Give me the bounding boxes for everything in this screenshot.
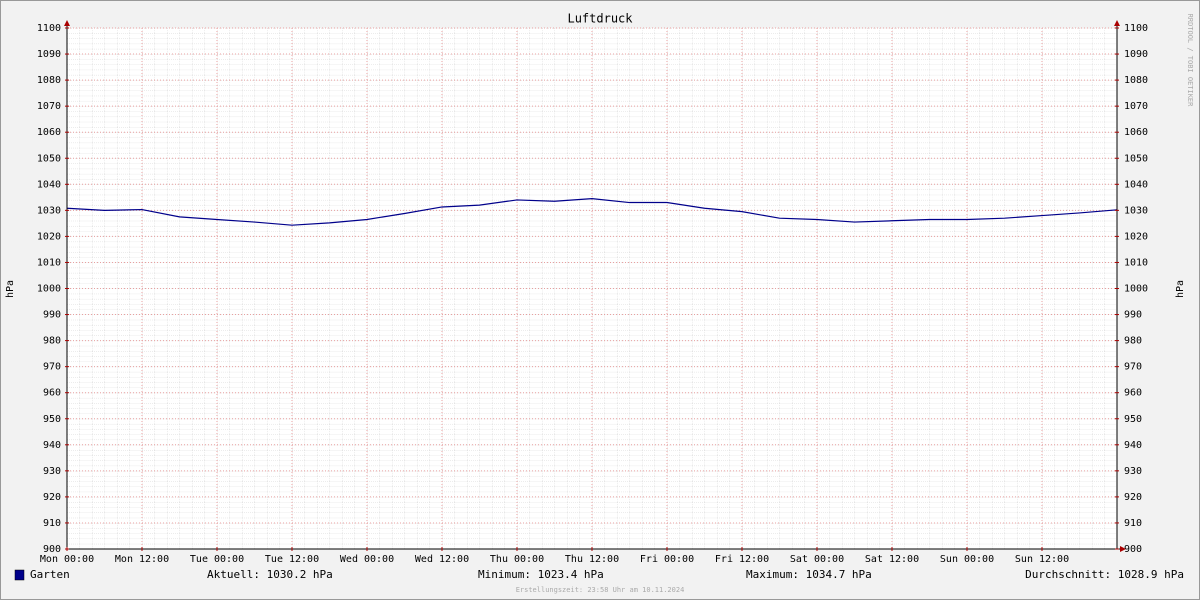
y-tick-label: 1030: [37, 205, 61, 216]
y-tick-label: 1100: [37, 23, 61, 34]
stat-value: 1030.2: [267, 568, 307, 581]
y-tick-label: 950: [43, 414, 61, 425]
stat-value: 1034.7: [806, 568, 846, 581]
y-tick-label: 960: [43, 388, 61, 399]
y2-tick-label: 1040: [1124, 179, 1148, 190]
legend-label: Garten: [30, 568, 70, 581]
x-tick-label: Sat 00:00: [790, 554, 844, 565]
stat-unit: hPa: [852, 568, 872, 581]
y-tick-label: 1000: [37, 284, 61, 295]
y2-tick-label: 1100: [1124, 23, 1148, 34]
y-tick-label: 1070: [37, 101, 61, 112]
y2-axis-label: hPa: [1175, 280, 1186, 298]
y2-tick-label: 960: [1124, 388, 1142, 399]
stat-label: Durchschnitt:: [1025, 568, 1111, 581]
x-tick-label: Fri 00:00: [640, 554, 694, 565]
y-tick-label: 940: [43, 440, 61, 451]
y2-tick-label: 930: [1124, 466, 1142, 477]
x-tick-label: Wed 00:00: [340, 554, 394, 565]
x-tick-label: Tue 00:00: [190, 554, 244, 565]
y-tick-label: 1020: [37, 231, 61, 242]
y2-tick-label: 990: [1124, 310, 1142, 321]
y2-tick-label: 940: [1124, 440, 1142, 451]
footer: Erstellungszeit: 23:58 Uhr am 10.11.2024: [516, 586, 685, 594]
y-tick-label: 980: [43, 336, 61, 347]
y-tick-label: 1060: [37, 127, 61, 138]
y-tick-label: 920: [43, 492, 61, 503]
stat-value: 1023.4: [538, 568, 578, 581]
y-tick-label: 1090: [37, 49, 61, 60]
y-axis-label: hPa: [5, 280, 16, 298]
x-tick-label: Wed 12:00: [415, 554, 469, 565]
y-tick-label: 990: [43, 310, 61, 321]
stat-label: Minimum:: [478, 568, 531, 581]
y-tick-label: 970: [43, 362, 61, 373]
x-tick-label: Sat 12:00: [865, 554, 919, 565]
y-tick-label: 1010: [37, 257, 61, 268]
y2-tick-label: 1070: [1124, 101, 1148, 112]
y-tick-label: 910: [43, 518, 61, 529]
watermark: RRDTOOL / TOBI OETIKER: [1186, 14, 1194, 108]
y2-tick-label: 980: [1124, 336, 1142, 347]
chart-title: Luftdruck: [567, 12, 633, 26]
stat-label: Maximum:: [746, 568, 799, 581]
y2-tick-label: 1060: [1124, 127, 1148, 138]
y-tick-label: 900: [43, 544, 61, 555]
marks: [66, 198, 1118, 226]
y2-tick-label: 1080: [1124, 75, 1148, 86]
stat: Maximum: 1034.7 hPa: [746, 568, 872, 581]
legend-swatch: [14, 569, 25, 581]
x-tick-label: Fri 12:00: [715, 554, 769, 565]
y-tick-label: 1080: [37, 75, 61, 86]
y2-tick-label: 970: [1124, 362, 1142, 373]
stat-unit: hPa: [1164, 568, 1184, 581]
y-tick-label: 1050: [37, 153, 61, 164]
grid: [66, 27, 1117, 550]
stat-value: 1028.9: [1118, 568, 1158, 581]
x-tick-label: Mon 00:00: [40, 554, 94, 565]
y2-tick-label: 1030: [1124, 205, 1148, 216]
x-tick-label: Thu 00:00: [490, 554, 544, 565]
x-tick-label: Tue 12:00: [265, 554, 319, 565]
y-tick-label: 1040: [37, 179, 61, 190]
stat: Aktuell: 1030.2 hPa: [207, 568, 333, 581]
y2-tick-label: 910: [1124, 518, 1142, 529]
stat-unit: hPa: [313, 568, 333, 581]
stat-unit: hPa: [584, 568, 604, 581]
y2-tick-label: 920: [1124, 492, 1142, 503]
x-tick-label: Mon 12:00: [115, 554, 169, 565]
x-tick-label: Sun 12:00: [1015, 554, 1069, 565]
y2-tick-label: 1020: [1124, 231, 1148, 242]
stat-label: Aktuell:: [207, 568, 260, 581]
y2-tick-label: 950: [1124, 414, 1142, 425]
y-tick-label: 930: [43, 466, 61, 477]
y2-tick-label: 1000: [1124, 284, 1148, 295]
line-series: [66, 198, 1118, 226]
x-tick-label: Sun 00:00: [940, 554, 994, 565]
stats: Aktuell: 1030.2 hPa Minimum: 1023.4 hPa Maximu…: [207, 568, 1184, 581]
stat: Durchschnitt: 1028.9 hPa: [1025, 568, 1184, 581]
y2-tick-label: 1010: [1124, 257, 1148, 268]
y2-tick-label: 900: [1124, 544, 1142, 555]
y2-tick-label: 1050: [1124, 153, 1148, 164]
y2-tick-label: 1090: [1124, 49, 1148, 60]
stat: Minimum: 1023.4 hPa: [478, 568, 604, 581]
x-tick-label: Thu 12:00: [565, 554, 619, 565]
